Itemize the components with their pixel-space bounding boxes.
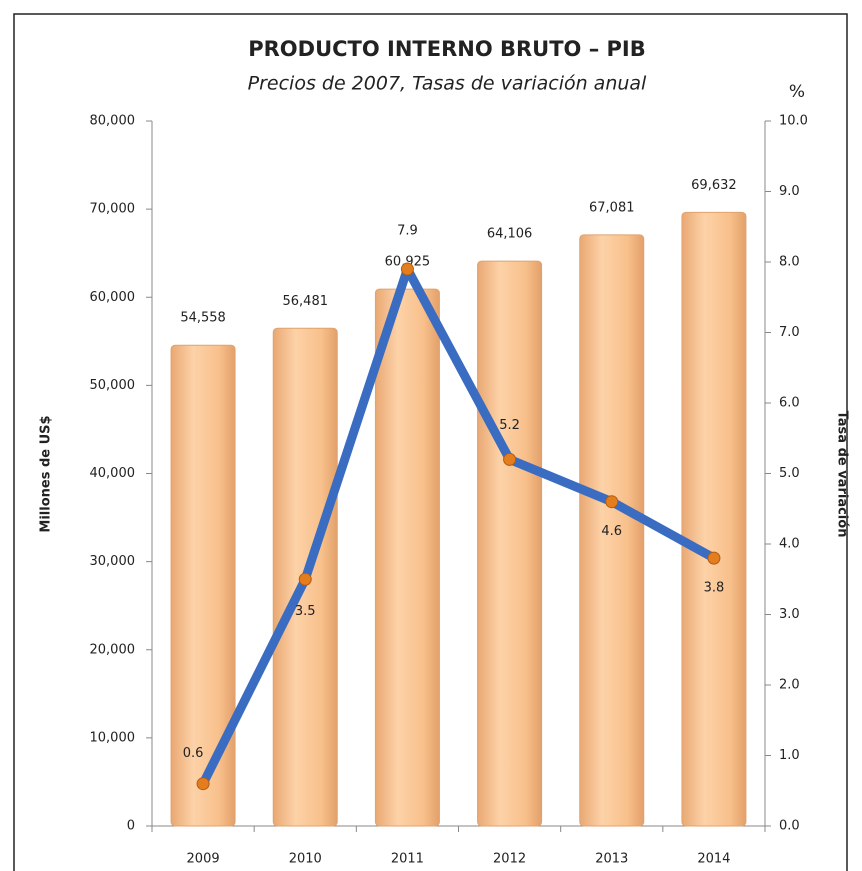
- y-tick-label: 80,000: [90, 114, 136, 129]
- x-tick-label: 2011: [391, 852, 424, 867]
- y2-unit: %: [789, 82, 805, 102]
- line: [199, 264, 717, 786]
- x-tick-label: 2013: [595, 852, 628, 867]
- line-value-label: 3.8: [704, 581, 725, 596]
- line-marker: [707, 551, 721, 565]
- y2-tick-label: 3.0: [779, 607, 800, 622]
- x-tick-label: 2014: [697, 852, 730, 867]
- bar-value-label: 60,925: [385, 255, 431, 270]
- bar: [374, 288, 440, 827]
- y2-tick-label: 6.0: [779, 396, 800, 411]
- y2-tick-label: 7.0: [779, 325, 800, 340]
- y-tick-label: 20,000: [90, 642, 136, 657]
- x-tick-label: 2010: [289, 852, 322, 867]
- bar: [579, 234, 645, 827]
- line-value-label: 7.9: [397, 224, 418, 239]
- y-tick-label: 70,000: [90, 202, 136, 217]
- x-tick-label: 2009: [187, 852, 220, 867]
- bar-value-label: 54,558: [180, 311, 226, 326]
- line-marker: [503, 452, 517, 466]
- line-value-label: 3.5: [295, 604, 316, 619]
- line-marker: [298, 572, 312, 586]
- line-value-label: 0.6: [183, 746, 204, 761]
- y2-tick-label: 4.0: [779, 537, 800, 552]
- y-tick-label: 10,000: [90, 730, 136, 745]
- x-tick-label: 2012: [493, 852, 526, 867]
- line-marker: [400, 262, 414, 276]
- y2-axis-label: Tasa de variación: [835, 411, 850, 538]
- y-tick-label: 50,000: [90, 378, 136, 393]
- y-tick-label: 40,000: [90, 466, 136, 481]
- bar: [477, 260, 543, 827]
- chart-subtitle: Precios de 2007, Tasas de variación anua…: [248, 73, 647, 95]
- y2-tick-label: 10.0: [779, 114, 808, 129]
- y-tick-label: 30,000: [90, 554, 136, 569]
- y-axis-label: Millones de US$: [39, 415, 54, 532]
- bar-value-label: 69,632: [691, 178, 737, 193]
- y2-tick-label: 8.0: [779, 255, 800, 270]
- bar: [681, 211, 747, 827]
- line-marker: [196, 777, 210, 791]
- bar-value-label: 64,106: [487, 227, 533, 242]
- y2-tick-label: 0.0: [779, 819, 800, 834]
- chart-border: [13, 13, 848, 871]
- y2-tick-label: 9.0: [779, 184, 800, 199]
- chart-title: PRODUCTO INTERNO BRUTO – PIB: [248, 37, 646, 61]
- y2-tick-label: 1.0: [779, 748, 800, 763]
- bar: [170, 344, 236, 827]
- y2-tick-label: 2.0: [779, 678, 800, 693]
- bar-value-label: 67,081: [589, 200, 635, 215]
- y-tick-label: 0: [127, 819, 135, 834]
- y-tick-label: 60,000: [90, 290, 136, 305]
- line-marker: [605, 495, 619, 509]
- y2-tick-label: 5.0: [779, 466, 800, 481]
- bar-value-label: 56,481: [283, 294, 329, 309]
- line-value-label: 5.2: [499, 418, 520, 433]
- line-value-label: 4.6: [601, 524, 622, 539]
